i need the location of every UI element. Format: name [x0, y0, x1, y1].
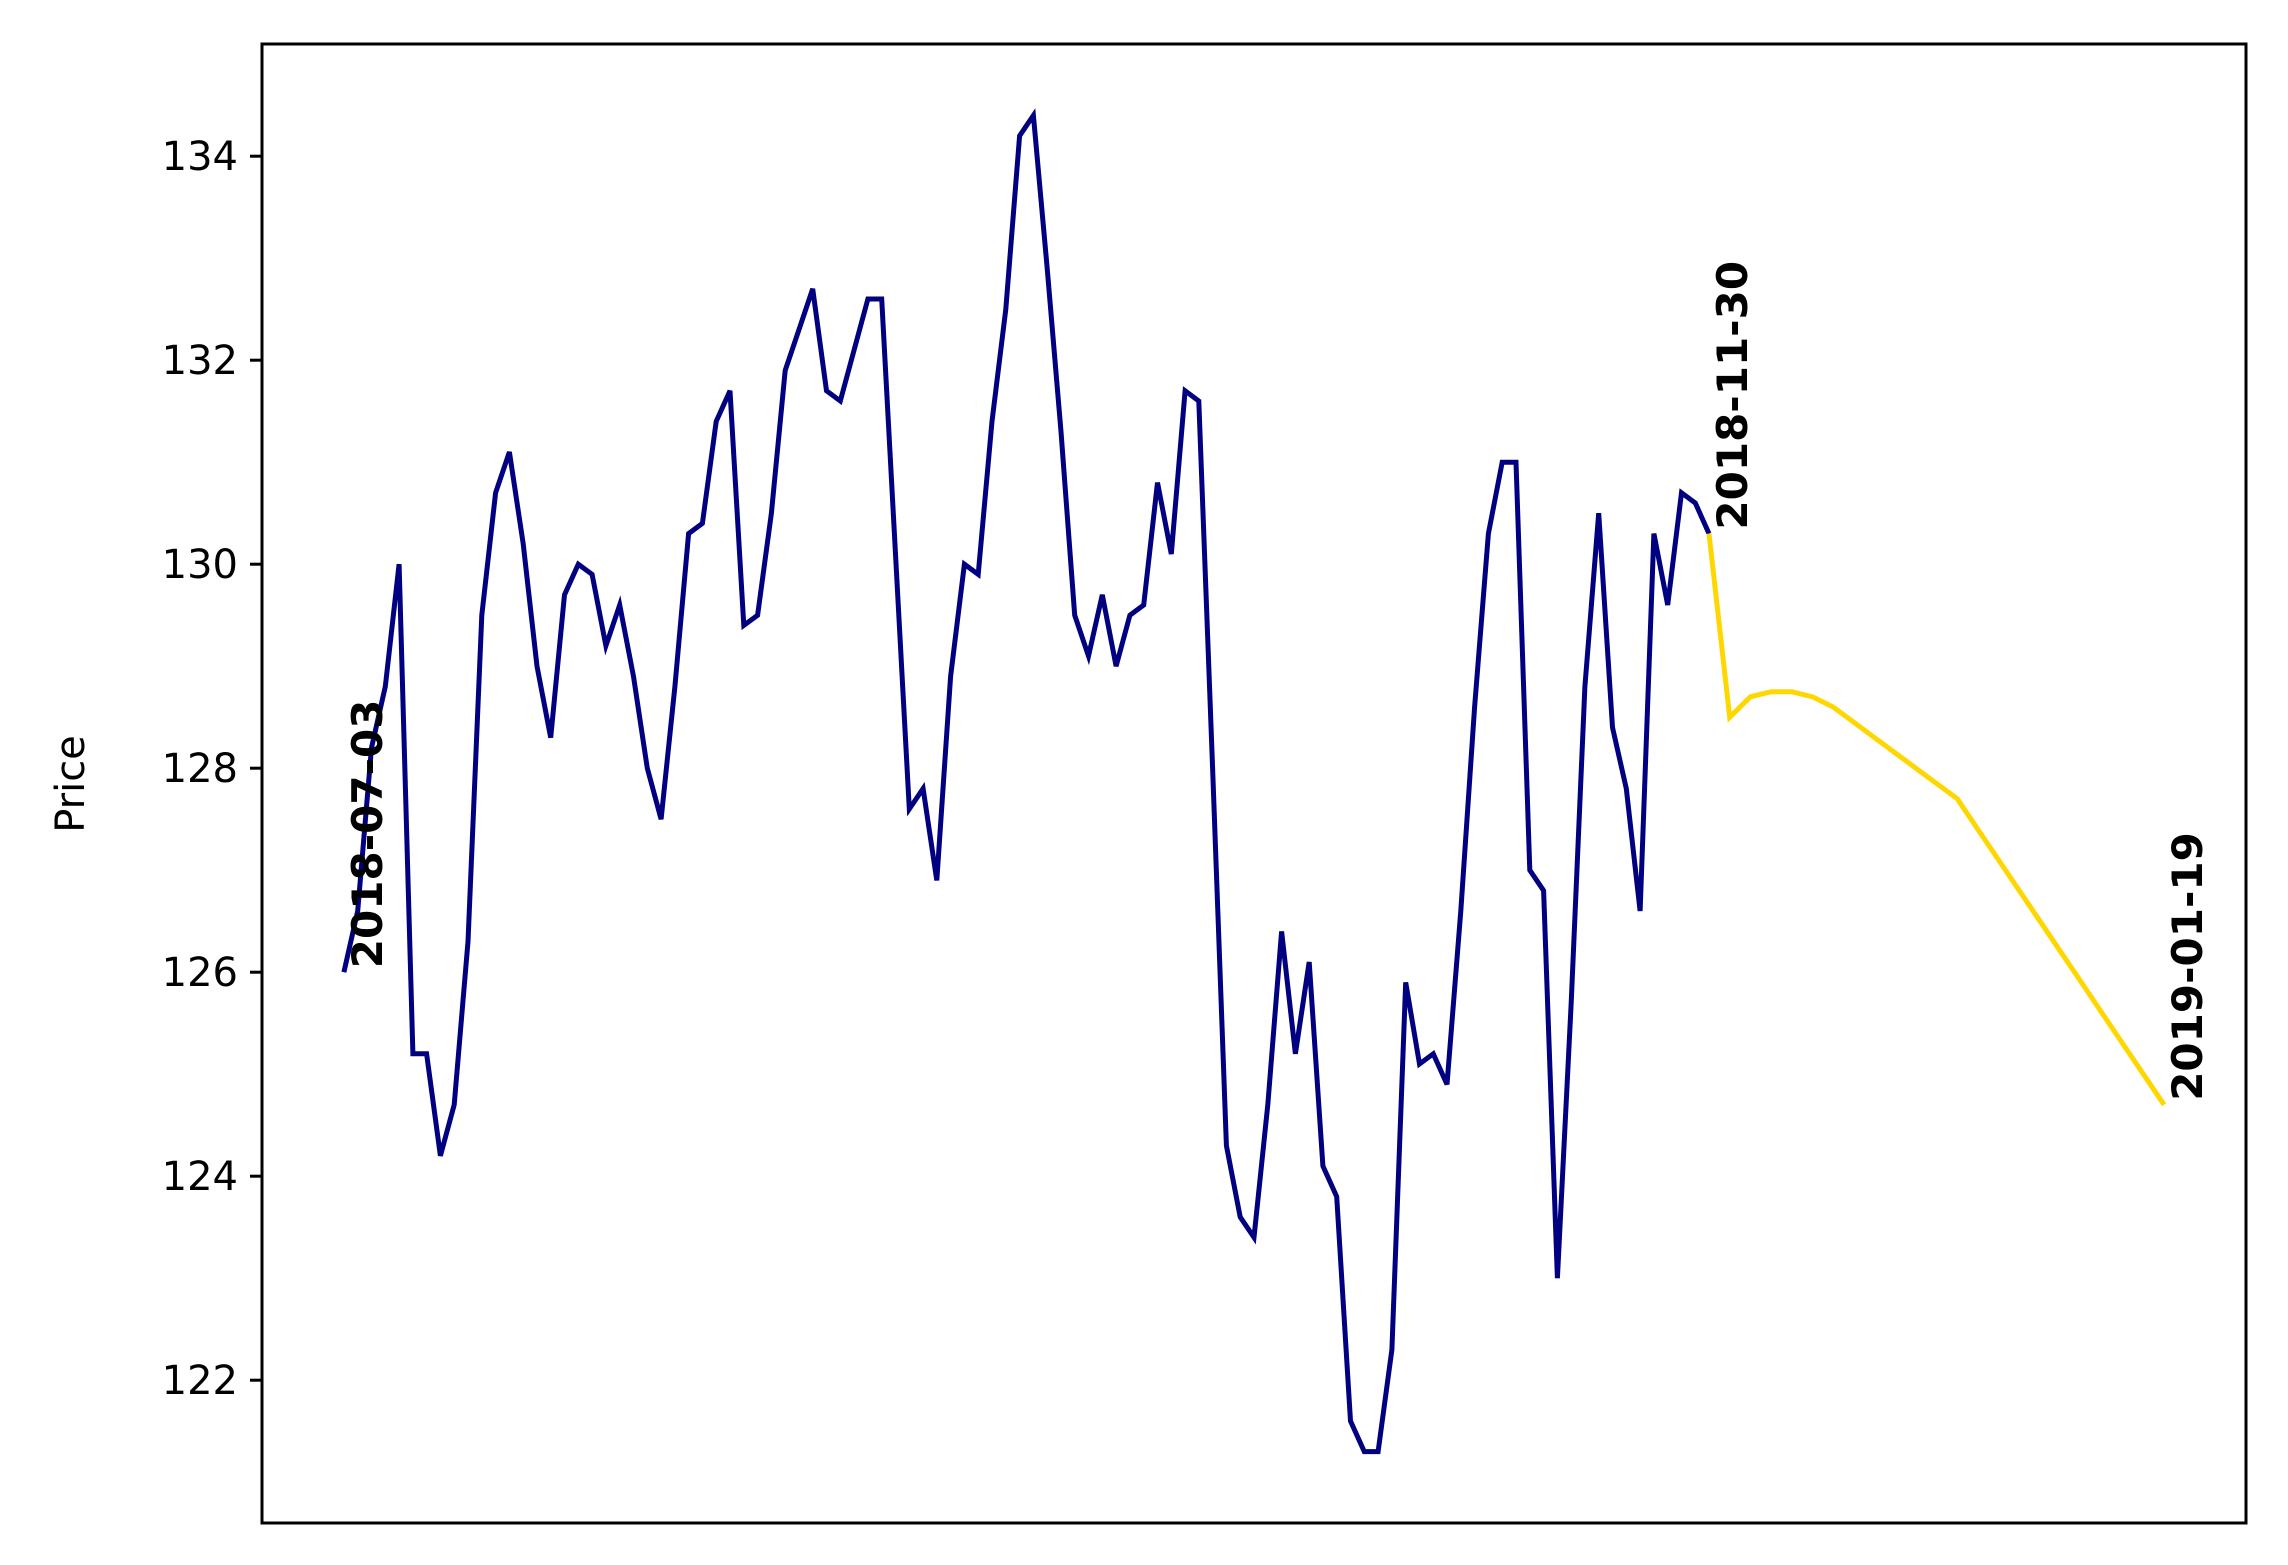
- y-axis: 122 124 126 128 130 132 134: [162, 134, 262, 1404]
- y-tick-label-130: 130: [162, 542, 238, 588]
- y-tick-label-128: 128: [162, 746, 238, 792]
- plot-frame: [260, 42, 2248, 1525]
- series-line-2: [1706, 533, 2167, 1107]
- y-axis-label: Price: [48, 735, 94, 833]
- annotations: 2018-07-03 2018-11-30 2019-01-19: [343, 261, 2212, 1101]
- annotation-2: 2018-11-30: [1708, 261, 1757, 530]
- y-tick-label-122: 122: [162, 1358, 238, 1404]
- annotation-3: 2019-01-19: [2163, 832, 2212, 1101]
- y-tick-label-124: 124: [162, 1154, 238, 1200]
- y-tick-label-126: 126: [162, 950, 238, 996]
- y-tick-label-134: 134: [162, 134, 238, 180]
- y-tick-label-132: 132: [162, 338, 238, 384]
- annotation-1: 2018-07-03: [343, 700, 392, 969]
- series-layer: [341, 108, 2167, 1455]
- series-line-1: [341, 108, 1712, 1455]
